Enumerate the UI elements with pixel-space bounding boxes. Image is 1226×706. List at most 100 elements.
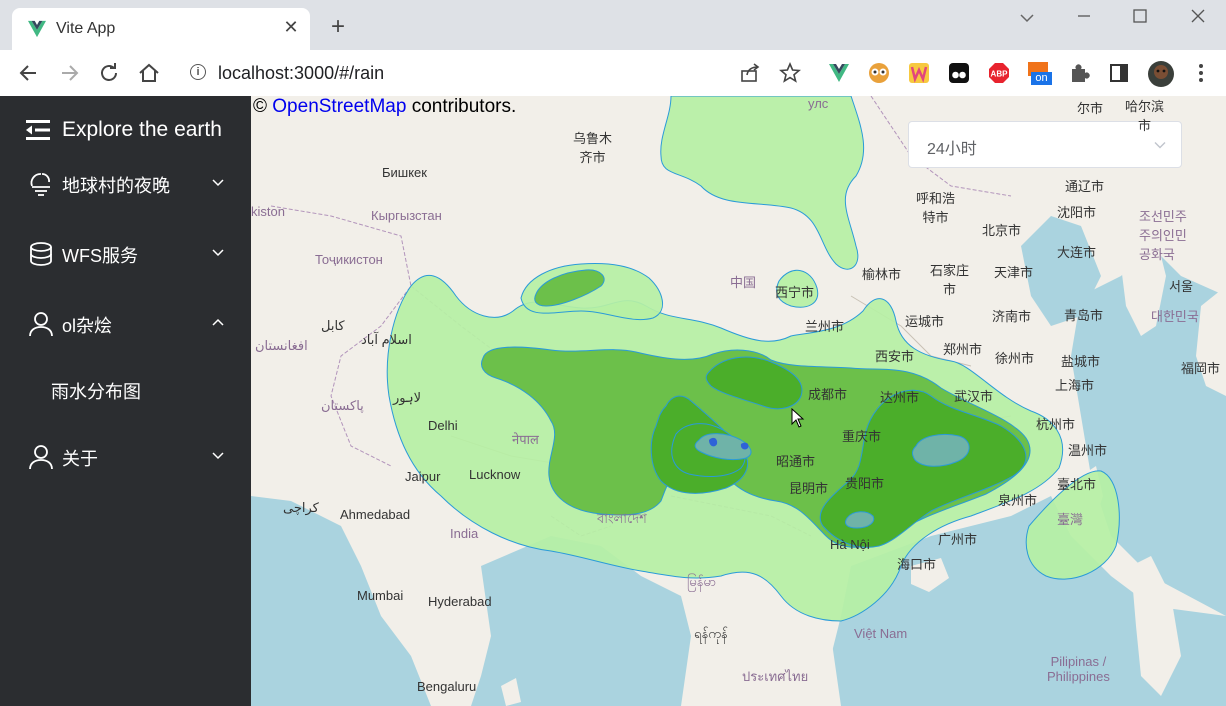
label-pakistan: پاکستان [321, 398, 364, 413]
label-karachi: کراچی [283, 500, 319, 515]
back-arrow-icon[interactable] [16, 60, 42, 86]
minimize-icon[interactable] [1072, 6, 1096, 26]
south-china-sea [811, 496, 1226, 706]
browser-menu-icon[interactable] [1190, 62, 1212, 84]
label-dalian: 大连市 [1057, 245, 1097, 260]
map-base-layer [251, 96, 1226, 706]
label-lucknow: Lucknow [469, 467, 521, 482]
tab-search-chevron-icon[interactable] [1015, 8, 1039, 28]
tampermonkey-icon[interactable] [948, 62, 970, 84]
label-chengdu: 成都市 [808, 387, 848, 402]
label-bangladesh: বাংলাদেশ [597, 511, 647, 526]
menu-label: WFS服务 [62, 246, 138, 266]
yellow-sea [1021, 216, 1101, 326]
menu-about[interactable]: 关于 [0, 432, 251, 482]
toggle-extension-icon[interactable]: on [1028, 62, 1052, 85]
label-lanzhou: 兰州市 [805, 319, 845, 334]
map-attribution: © OpenStreetMap contributors. [253, 96, 516, 118]
menu-fold-icon[interactable] [26, 120, 50, 140]
label-dazhou: 达州市 [880, 390, 920, 405]
label-urumqi: 乌鲁木 齐市 [573, 131, 613, 165]
label-yuncheng: 运城市 [905, 314, 945, 329]
time-range-select[interactable]: 24小时 [908, 121, 1182, 168]
menu-night-earth[interactable]: 地球村的夜晚 [0, 159, 251, 209]
label-mumbai: Mumbai [357, 588, 404, 603]
chevron-up-icon [212, 318, 224, 326]
rain-map[interactable]: © OpenStreetMap contributors. 24小时 乌鲁木 齐… [251, 96, 1226, 706]
rain-heavy-central [705, 356, 803, 410]
label-wenzhou: 温州市 [1068, 443, 1108, 458]
rain-extreme-1 [709, 437, 718, 447]
brand-title: Explore the earth [62, 118, 222, 141]
philippines-land [1131, 556, 1181, 696]
label-hangzhou: 杭州市 [1036, 417, 1076, 432]
label-jaipur: Jaipur [405, 469, 441, 484]
tab-close-icon[interactable]: ✕ [283, 17, 299, 37]
label-tajikistan: Тоҷикистон [315, 252, 383, 267]
reload-icon[interactable] [96, 60, 122, 86]
address-bar[interactable]: i localhost:3000/#/rain [182, 56, 722, 90]
side-panel-icon[interactable] [1108, 62, 1130, 84]
time-range-value: 24小时 [927, 141, 977, 158]
label-jinan: 济南市 [992, 309, 1032, 324]
new-tab-button[interactable]: + [330, 13, 345, 40]
bay-of-bengal [471, 536, 691, 706]
label-islamabad: اسلام آباد [361, 332, 412, 347]
label-delhi: Delhi [428, 418, 458, 433]
hainan-land [911, 558, 949, 592]
label-taipei: 臺北市 [1057, 477, 1097, 492]
user-icon [29, 312, 53, 337]
label-philippines: Pilipinas / Philippines [1047, 654, 1110, 684]
window-close-icon[interactable] [1186, 6, 1210, 26]
forward-arrow-icon[interactable] [56, 60, 82, 86]
browser-tab-active[interactable]: Vite App ✕ [12, 8, 310, 50]
label-tongliao: 通辽市 [1065, 179, 1105, 194]
label-mongolia: улс [808, 96, 829, 111]
vue-devtools-icon[interactable] [828, 62, 850, 84]
label-hyderabad: Hyderabad [428, 594, 492, 609]
label-harbin: 哈尔滨 市 [1125, 99, 1165, 133]
moon-cloud-icon [30, 173, 50, 196]
label-kunming: 昆明市 [789, 481, 829, 496]
label-xining: 西宁市 [775, 285, 815, 300]
adblock-plus-icon[interactable]: ABP [988, 62, 1010, 84]
sri-lanka-land [501, 678, 521, 706]
label-bishkek: Бишкек [382, 165, 427, 180]
label-erlian: 尔市 [1077, 101, 1104, 116]
extension-on-badge: on [1031, 72, 1052, 85]
label-zhengzhou: 郑州市 [943, 342, 983, 357]
menu-wfs[interactable]: WFS服务 [0, 229, 251, 279]
menu-label: 关于 [62, 449, 98, 469]
share-icon[interactable] [739, 62, 761, 84]
label-nepal: नेपाल [512, 432, 539, 447]
menu-label: ol杂烩 [62, 316, 113, 336]
label-yulin: 榆林市 [862, 267, 902, 282]
rain-storm-east [912, 433, 970, 467]
home-icon[interactable] [136, 60, 162, 86]
submenu-rain-distribution[interactable]: 雨水分布图 [0, 367, 251, 411]
label-yancheng: 盐城市 [1061, 354, 1101, 369]
label-myanmar: မြန်မာ [687, 574, 717, 589]
w-extension-icon[interactable] [908, 62, 930, 84]
sidebar: Explore the earth 地球村的夜晚 WFS服务 ol杂烩 雨水分布… [0, 96, 251, 706]
site-info-icon[interactable]: i [190, 64, 206, 80]
extensions-puzzle-icon[interactable] [1068, 62, 1090, 84]
chevron-down-icon [212, 452, 224, 460]
svg-text:ABP: ABP [991, 70, 1009, 79]
rain-light-mongolia [660, 96, 865, 270]
profile-avatar[interactable] [1147, 60, 1175, 88]
label-chongqing: 重庆市 [842, 429, 882, 444]
url-text: localhost:3000/#/rain [218, 63, 385, 83]
attribution-suffix: contributors. [406, 96, 517, 117]
menu-ol-misc[interactable]: ol杂烩 [0, 299, 251, 349]
label-seoul: 서울 [1169, 279, 1193, 294]
label-zhaotong: 昭通市 [776, 454, 816, 469]
browser-toolbar: i localhost:3000/#/rain ABP on [0, 50, 1226, 97]
reader-owl-icon[interactable] [868, 62, 890, 84]
label-xuzhou: 徐州市 [995, 351, 1035, 366]
bookmark-star-icon[interactable] [779, 62, 801, 84]
maximize-icon[interactable] [1128, 6, 1152, 26]
label-shijiazhuang: 石家庄 市 [930, 263, 970, 297]
rain-heavy-east [819, 389, 1027, 548]
osm-link[interactable]: OpenStreetMap [272, 96, 407, 117]
